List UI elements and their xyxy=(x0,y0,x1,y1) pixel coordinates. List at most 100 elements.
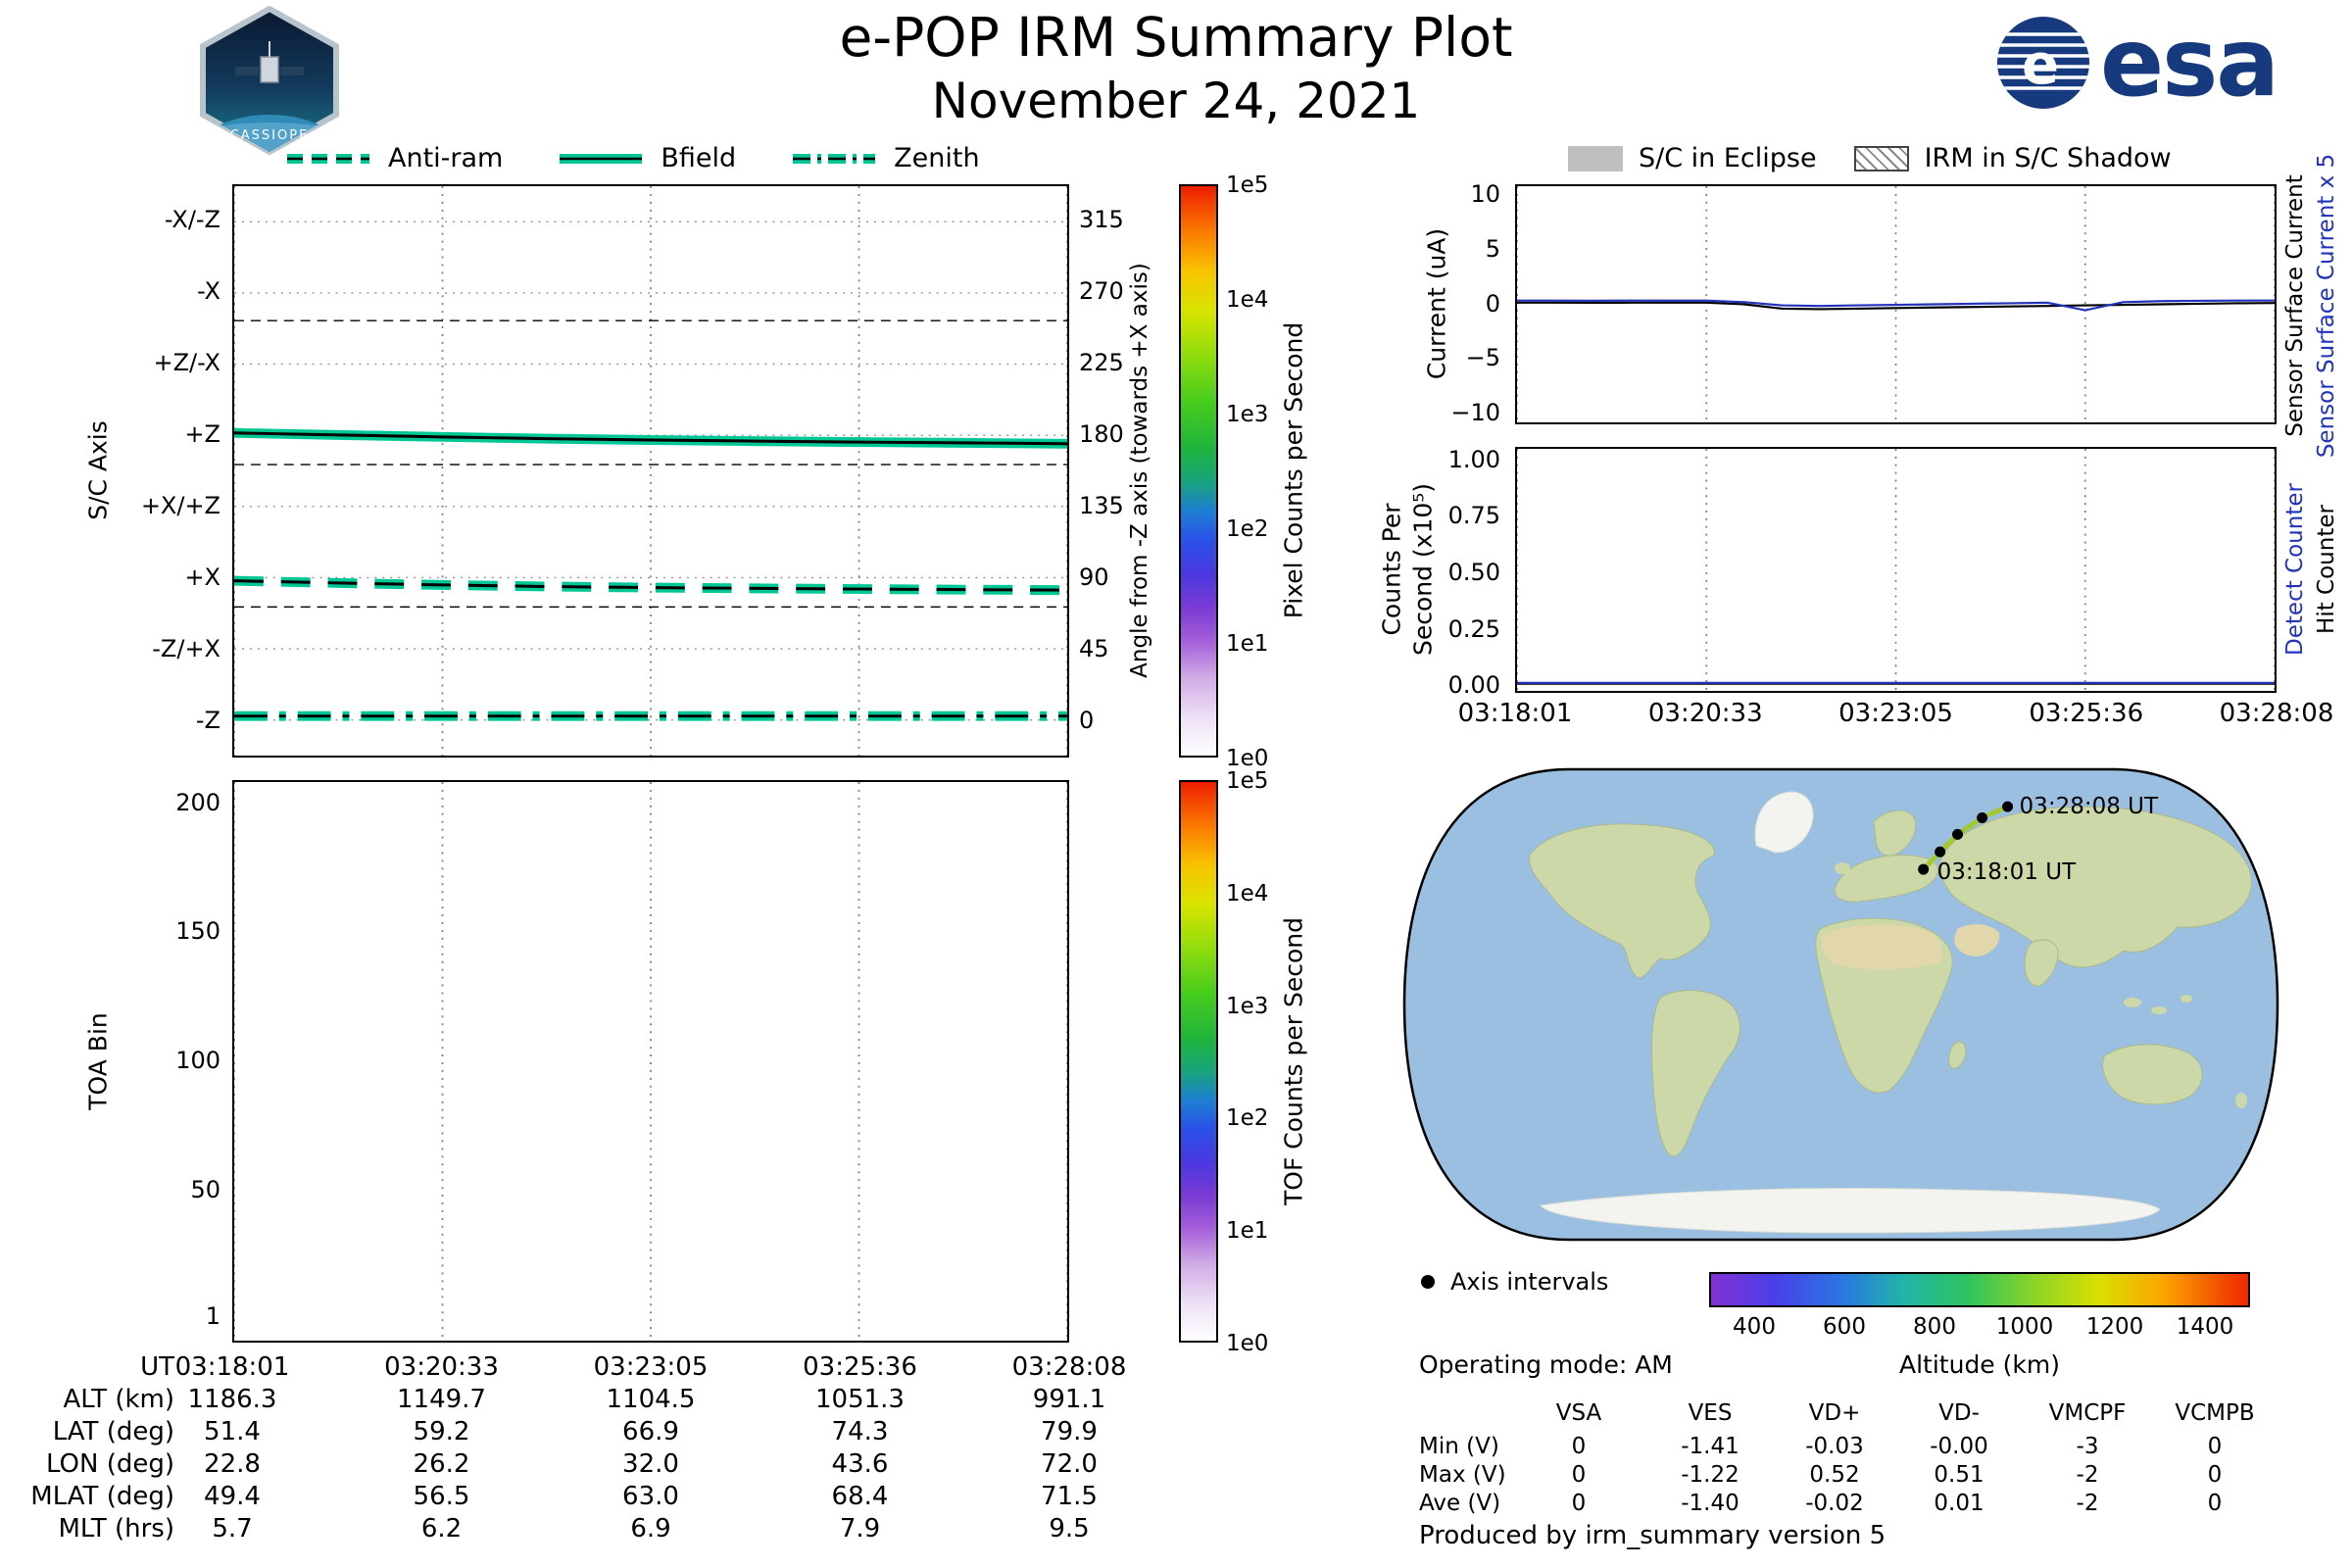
angle-ytick: 180 xyxy=(1079,419,1124,448)
voltage-value: -0.03 xyxy=(1805,1434,1864,1459)
tof-counts-colorbar xyxy=(1179,780,1218,1343)
voltage-value: -1.40 xyxy=(1681,1491,1740,1516)
counts-ytick: 0.25 xyxy=(1447,614,1500,643)
ephemeris-value: 1051.3 xyxy=(815,1385,905,1414)
angle-ytick: 0 xyxy=(1079,707,1095,735)
angle-ytick: 90 xyxy=(1079,564,1109,592)
shadow-hatch-swatch-icon xyxy=(1853,145,1909,172)
voltage-value: 0 xyxy=(1571,1491,1587,1516)
ephemeris-value: 51.4 xyxy=(204,1417,261,1446)
voltage-value: -1.22 xyxy=(1681,1462,1740,1488)
ephemeris-value: 03:18:01 xyxy=(174,1352,290,1382)
dashdot-line-sample-icon xyxy=(793,153,876,164)
time-xtick: 03:25:36 xyxy=(2029,699,2144,728)
angle-ytick: 270 xyxy=(1079,276,1124,305)
voltage-value: -2 xyxy=(2076,1462,2099,1488)
ephemeris-value: 03:25:36 xyxy=(803,1352,917,1382)
toa-bin-ytick: 200 xyxy=(175,788,220,816)
track-start-label: 03:18:01 UT xyxy=(1937,859,2077,885)
altitude-tick: 1200 xyxy=(2085,1314,2144,1340)
ephemeris-value: 26.2 xyxy=(413,1449,470,1479)
current-ytick: 10 xyxy=(1470,180,1500,209)
world-map: 03:18:01 UT 03:28:08 UT xyxy=(1402,761,2279,1248)
ephemeris-value: 5.7 xyxy=(212,1514,253,1544)
voltage-value: 0 xyxy=(2207,1491,2223,1516)
ephemeris-value: 66.9 xyxy=(622,1417,679,1446)
ephemeris-value: 03:20:33 xyxy=(384,1352,499,1382)
pixel-counts-cbar-tick: 1e2 xyxy=(1226,516,1269,542)
voltage-row-label: Ave (V) xyxy=(1419,1491,1501,1516)
altitude-tick: 600 xyxy=(1823,1314,1866,1340)
voltage-col-header: VES xyxy=(1688,1400,1733,1426)
legend-label-anti-ram: Anti-ram xyxy=(388,143,504,173)
ephemeris-value: 7.9 xyxy=(839,1514,881,1544)
current-ytick: −5 xyxy=(1465,344,1500,372)
pixel-counts-cbar-tick: 1e4 xyxy=(1226,287,1269,313)
current-ytick: −10 xyxy=(1450,398,1500,426)
ephemeris-value: 1104.5 xyxy=(606,1385,696,1414)
voltage-value: 0.51 xyxy=(1934,1462,1984,1488)
ephemeris-value: 1149.7 xyxy=(397,1385,486,1414)
sc-axis-ytick: -X xyxy=(197,276,220,305)
ephemeris-value: 22.8 xyxy=(204,1449,261,1479)
voltage-value: 0 xyxy=(1571,1434,1587,1459)
ephemeris-value: 68.4 xyxy=(831,1482,889,1511)
page-date: November 24, 2021 xyxy=(931,73,1421,129)
toa-bin-ytick: 100 xyxy=(175,1047,220,1074)
legend-label-bfield: Bfield xyxy=(661,143,737,173)
voltage-value: 0 xyxy=(2207,1462,2223,1488)
sc-axis-ytick: -Z xyxy=(195,707,220,735)
legend-item-shadow: IRM in S/C Shadow xyxy=(1853,143,2172,173)
ephemeris-row-label: MLAT (deg) xyxy=(30,1482,174,1511)
tof-counts-cbar-tick: 1e3 xyxy=(1226,993,1269,1019)
voltage-value: 0.01 xyxy=(1934,1491,1984,1516)
ephemeris-value: 79.9 xyxy=(1041,1417,1098,1446)
ephemeris-value: 49.4 xyxy=(204,1482,261,1511)
eclipse-swatch-icon xyxy=(1568,145,1623,172)
voltage-value: -0.02 xyxy=(1805,1491,1864,1516)
legend-item-bfield: Bfield xyxy=(557,143,736,173)
altitude-tick: 1400 xyxy=(2176,1314,2234,1340)
voltage-value: 0.52 xyxy=(1809,1462,1860,1488)
ephemeris-value: 74.3 xyxy=(831,1417,889,1446)
ephemeris-row-label: MLT (hrs) xyxy=(58,1514,175,1544)
voltage-col-header: VD+ xyxy=(1808,1400,1861,1426)
current-plot xyxy=(1515,184,2277,424)
voltage-value: 0 xyxy=(2207,1434,2223,1459)
sc-axis-plot xyxy=(232,184,1069,758)
altitude-tick: 1000 xyxy=(1995,1314,2054,1340)
axis-intervals-label: Axis intervals xyxy=(1450,1268,1609,1296)
altitude-tick: 400 xyxy=(1733,1314,1776,1340)
voltage-value: -3 xyxy=(2076,1434,2099,1459)
ephemeris-value: 56.5 xyxy=(413,1482,470,1511)
time-xtick: 03:20:33 xyxy=(1647,699,1763,728)
voltage-col-header: VCMPB xyxy=(2175,1400,2255,1426)
ephemeris-value: 03:28:08 xyxy=(1011,1352,1127,1382)
sc-axis-ytick: +Z/-X xyxy=(153,348,220,376)
ephemeris-value: 63.0 xyxy=(622,1482,679,1511)
sc-axis-ytick: -Z/+X xyxy=(152,635,220,663)
ice-sheets xyxy=(1540,791,2161,1234)
legend-label-eclipse: S/C in Eclipse xyxy=(1639,143,1817,173)
ephemeris-value: 991.1 xyxy=(1032,1385,1106,1414)
voltage-row-label: Min (V) xyxy=(1419,1434,1499,1459)
patch-text: CASSIOPE xyxy=(230,128,310,143)
voltage-col-header: VMCPF xyxy=(2048,1400,2127,1426)
ephemeris-row-label: ALT (km) xyxy=(63,1385,174,1414)
operating-mode: Operating mode: AM xyxy=(1419,1350,1673,1379)
sc-axis-ytick: +X/+Z xyxy=(140,492,220,520)
ephemeris-value: 43.6 xyxy=(831,1449,889,1479)
legend-label-shadow: IRM in S/C Shadow xyxy=(1924,143,2172,173)
angle-ytick: 45 xyxy=(1079,635,1109,663)
pixel-counts-cbar-tick: 1e3 xyxy=(1226,402,1269,427)
legend-item-anti-ram: Anti-ram xyxy=(284,143,503,173)
tof-counts-cbar-tick: 1e0 xyxy=(1226,1331,1269,1356)
ephemeris-value: 72.0 xyxy=(1041,1449,1098,1479)
ephemeris-value: 32.0 xyxy=(622,1449,679,1479)
ephemeris-value: 03:23:05 xyxy=(593,1352,709,1382)
angle-ytick: 135 xyxy=(1079,492,1124,520)
pixel-counts-cbar-tick: 1e1 xyxy=(1226,631,1269,657)
esa-logo: e esa xyxy=(1994,14,2279,112)
orbit-track: 03:18:01 UT 03:28:08 UT xyxy=(1918,794,2159,885)
ephemeris-row-label: LON (deg) xyxy=(45,1449,174,1479)
